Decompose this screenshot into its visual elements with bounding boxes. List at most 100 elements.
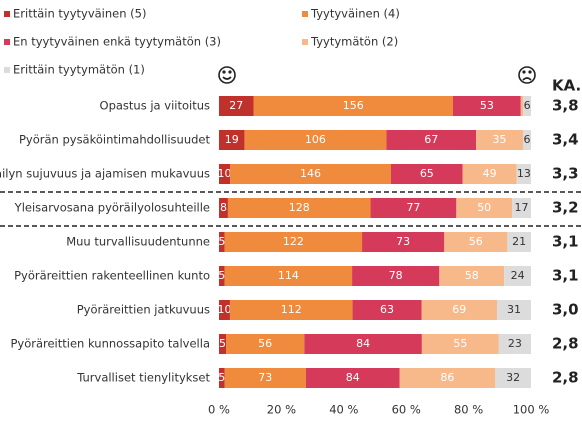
- bar-segment: [456, 198, 513, 218]
- segment-label: 63: [380, 303, 394, 316]
- bar-segment: [512, 198, 531, 218]
- segment-label: 13: [517, 167, 531, 180]
- segment-label: 67: [424, 133, 438, 146]
- average-value: 2,8: [552, 335, 579, 353]
- average-value: 3,0: [552, 301, 579, 319]
- category-label: Pyöräilyn sujuvuus ja ajamisen mukavuus: [0, 167, 210, 181]
- bar-segment: [244, 130, 387, 150]
- segment-label: 24: [511, 269, 525, 282]
- category-label: Pyöräreittien kunnossapito talvella: [10, 337, 210, 351]
- bar-segment: [520, 96, 524, 116]
- bar-segment: [219, 232, 225, 252]
- segment-label: 73: [396, 235, 410, 248]
- segment-label: 53: [480, 99, 494, 112]
- bar-segment: [507, 232, 531, 252]
- bar-segment: [498, 334, 531, 354]
- smiley-happy: [218, 66, 236, 84]
- segment-label: 114: [278, 269, 299, 282]
- segment-label: 56: [469, 235, 483, 248]
- segment-label: 19: [225, 133, 239, 146]
- segment-label: 65: [420, 167, 434, 180]
- bar-segment: [224, 266, 353, 286]
- bar-segment: [230, 164, 391, 184]
- bar-segment: [421, 334, 499, 354]
- legend-swatch: [302, 11, 308, 17]
- segment-label: 84: [346, 371, 360, 384]
- segment-label: 6: [523, 133, 530, 146]
- x-tick-label: 40 %: [329, 403, 358, 417]
- bar-segment: [253, 96, 453, 116]
- segment-label: 156: [343, 99, 364, 112]
- segment-label: 6: [524, 99, 531, 112]
- segment-label: 112: [281, 303, 302, 316]
- category-label: Turvalliset tienylitykset: [76, 371, 210, 385]
- bar-segment: [523, 96, 531, 116]
- segment-label: 17: [515, 201, 529, 214]
- bar-segment: [352, 300, 422, 320]
- legend-swatch: [302, 39, 308, 45]
- bar-segment: [229, 300, 353, 320]
- average-value: 3,1: [552, 233, 579, 251]
- segment-label: 10: [217, 303, 231, 316]
- segment-label: 86: [440, 371, 454, 384]
- bar-segment: [224, 368, 306, 388]
- category-label: Opastus ja viitoitus: [100, 99, 210, 113]
- segment-label: 50: [477, 201, 491, 214]
- bar-segment: [453, 96, 521, 116]
- bar-segment: [522, 130, 531, 150]
- bar-segment: [421, 300, 498, 320]
- segment-label: 31: [507, 303, 521, 316]
- x-tick-label: 20 %: [267, 403, 296, 417]
- segment-label: 122: [283, 235, 304, 248]
- average-value: 3,8: [552, 97, 579, 115]
- segment-label: 10: [218, 167, 232, 180]
- segment-label: 73: [258, 371, 272, 384]
- bar-segment: [390, 164, 463, 184]
- segment-label: 23: [508, 337, 522, 350]
- category-label: Pyöräreittien rakenteellinen kunto: [14, 269, 210, 283]
- bar-segment: [399, 368, 496, 388]
- segment-label: 78: [389, 269, 403, 282]
- bar-segment: [305, 368, 400, 388]
- segment-label: 84: [356, 337, 370, 350]
- x-tick-label: 60 %: [392, 403, 421, 417]
- segment-label: 27: [229, 99, 243, 112]
- bar-segment: [362, 232, 445, 252]
- average-value: 3,3: [552, 165, 579, 183]
- legend-swatch: [4, 11, 10, 17]
- bar-segment: [224, 232, 363, 252]
- x-tick-label: 100 %: [513, 403, 550, 417]
- smiley-sad: [518, 66, 536, 84]
- legend-swatch: [4, 39, 10, 45]
- average-header: KA.: [552, 77, 581, 95]
- bar-segment: [386, 130, 477, 150]
- average-value: 3,4: [552, 131, 579, 149]
- legend-label: Tyytymätön (2): [310, 35, 398, 49]
- segment-label: 77: [406, 201, 420, 214]
- bar-segment: [497, 300, 531, 320]
- bar-segment: [370, 198, 457, 218]
- x-tick-label: 0 %: [208, 403, 230, 417]
- bar-segment: [219, 266, 225, 286]
- segment-label: 5: [219, 337, 226, 350]
- bar-segment: [219, 300, 230, 320]
- bar-segment: [476, 130, 523, 150]
- segment-label: 69: [452, 303, 466, 316]
- bar-segment: [219, 368, 225, 388]
- category-label: Pyörän pysäköintimahdollisuudet: [19, 133, 211, 147]
- segment-label: 128: [289, 201, 310, 214]
- bar-segment: [219, 96, 254, 116]
- category-label: Yleisarvosana pyöräilyolosuhteille: [14, 201, 210, 215]
- bar-segment: [352, 266, 440, 286]
- segment-label: 56: [258, 337, 272, 350]
- segment-label: 8: [220, 201, 227, 214]
- segment-label: 5: [218, 269, 225, 282]
- bar-segment: [227, 198, 371, 218]
- bar-segment: [516, 164, 531, 184]
- segment-label: 21: [512, 235, 526, 248]
- legend-label: Erittäin tyytyväinen (5): [13, 7, 146, 21]
- segment-label: 58: [465, 269, 479, 282]
- average-value: 3,2: [552, 199, 579, 217]
- bar-segment: [504, 266, 531, 286]
- bar-segment: [462, 164, 517, 184]
